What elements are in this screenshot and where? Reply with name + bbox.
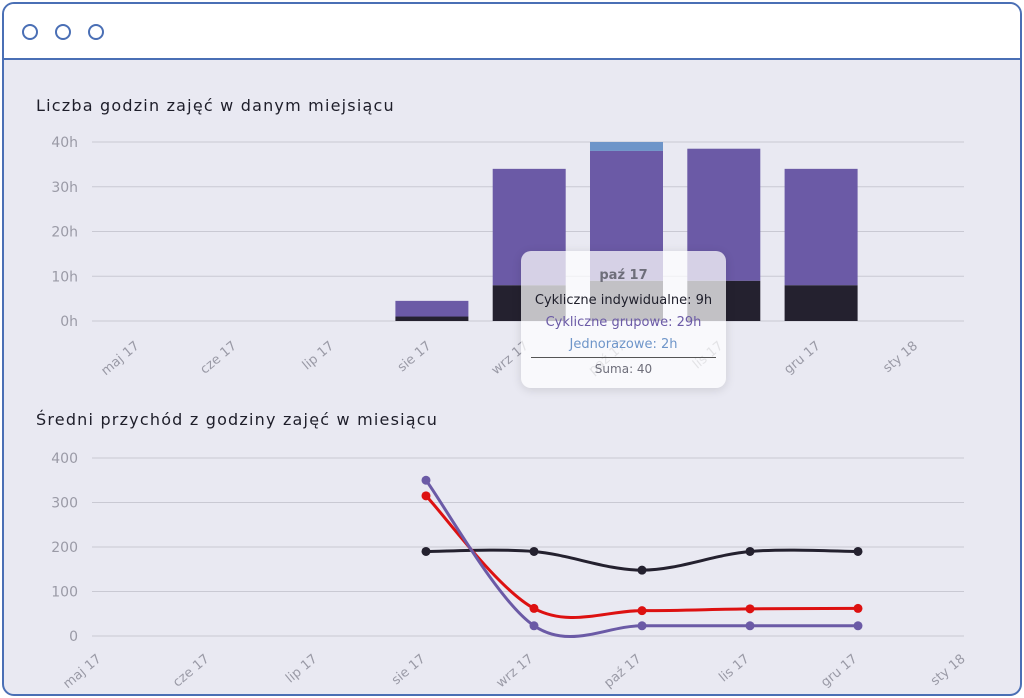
y-tick-label-revenue: 300 <box>51 496 78 512</box>
data-point <box>637 565 647 575</box>
x-tick-label-revenue: sty 18 <box>928 652 968 689</box>
x-tick-label-revenue: wrz 17 <box>494 652 537 691</box>
dashboard-content: Liczba godzin zajęć w danym miejsiącu 0h… <box>4 62 1020 694</box>
series-line <box>424 479 858 639</box>
x-tick-label-revenue: gru 17 <box>818 652 860 691</box>
bar-segment <box>395 300 469 317</box>
x-tick-label-hours: sty 18 <box>880 339 920 376</box>
x-tick-label-revenue: lip 17 <box>283 652 320 687</box>
x-tick-label-revenue: paź 17 <box>601 652 644 692</box>
window-control-circle-icon[interactable] <box>55 24 71 40</box>
y-tick-label-hours: 10h <box>51 269 78 285</box>
x-tick-label-hours: cze 17 <box>198 339 240 378</box>
data-point <box>745 546 755 556</box>
y-tick-label-hours: 30h <box>51 180 78 196</box>
data-point <box>745 621 755 631</box>
window-control-circle-icon[interactable] <box>22 24 38 40</box>
title-bar <box>4 4 1020 60</box>
tooltip-separator <box>531 357 716 358</box>
y-tick-label-hours: 0h <box>60 314 78 330</box>
hours-chart-title: Liczba godzin zajęć w danym miejsiącu <box>36 96 395 115</box>
x-tick-label-revenue: sie 17 <box>389 652 429 689</box>
data-point <box>421 475 431 485</box>
data-point <box>745 604 755 614</box>
data-point <box>853 621 863 631</box>
tooltip-line-onetime: Jednorazowe: 2h <box>569 337 678 352</box>
x-tick-label-hours: maj 17 <box>99 339 143 379</box>
x-tick-label-revenue: maj 17 <box>61 652 105 692</box>
data-point <box>529 621 539 631</box>
bar-tooltip: paź 17 Cykliczne indywidualne: 9h Cyklic… <box>521 251 726 388</box>
data-point <box>421 546 431 556</box>
window-control-circle-icon[interactable] <box>88 24 104 40</box>
x-tick-label-hours: gru 17 <box>781 339 823 378</box>
bar-segment <box>395 316 469 321</box>
tooltip-line-group: Cykliczne grupowe: 29h <box>545 315 702 330</box>
revenue-line-chart: 0 100 200 300 400 maj 17 cze 17 lip 17 sie 17 wrz… <box>51 451 968 692</box>
x-tick-label-revenue: cze 17 <box>170 652 212 691</box>
y-tick-label-revenue: 0 <box>69 629 78 645</box>
data-point <box>637 606 647 616</box>
data-point <box>853 603 863 613</box>
y-tick-label-revenue: 200 <box>51 540 78 556</box>
x-tick-label-hours: lip 17 <box>300 339 337 374</box>
y-tick-label-hours: 40h <box>51 135 78 151</box>
data-point <box>421 491 431 501</box>
bar-segment <box>590 142 663 151</box>
tooltip-line-individual: Cykliczne indywidualne: 9h <box>534 293 713 308</box>
series-line <box>424 494 859 620</box>
bar-segment <box>784 285 858 321</box>
data-point <box>529 546 539 556</box>
x-tick-label-revenue: lis 17 <box>716 652 752 686</box>
data-point <box>637 621 647 631</box>
y-tick-label-hours: 20h <box>51 225 78 241</box>
tooltip-total: Suma: 40 <box>594 362 653 376</box>
x-tick-label-hours: sie 17 <box>395 339 435 376</box>
y-tick-label-revenue: 400 <box>51 451 78 467</box>
y-tick-label-revenue: 100 <box>51 585 78 601</box>
data-point <box>853 546 863 556</box>
revenue-chart-title: Średni przychód z godziny zajęć w miesią… <box>36 410 439 429</box>
data-point <box>529 603 539 613</box>
bar-segment <box>784 168 858 286</box>
tooltip-title: paź 17 <box>599 268 648 283</box>
